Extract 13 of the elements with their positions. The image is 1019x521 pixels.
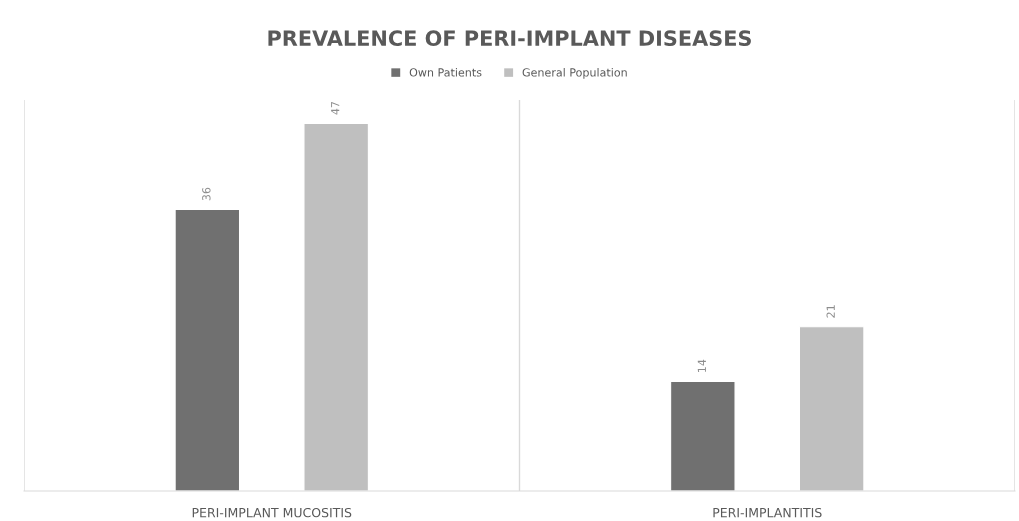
x-tick-label: PERI-IMPLANT MUCOSITIS xyxy=(192,507,352,518)
bar xyxy=(798,326,865,491)
data-label: 21 xyxy=(826,305,835,318)
bar xyxy=(670,380,736,491)
chart-title: PREVALENCE OF PERI-IMPLANT DISEASES xyxy=(268,30,751,47)
legend-label: Own Patients xyxy=(409,68,482,77)
data-label: 36 xyxy=(202,187,211,201)
data-label: 47 xyxy=(331,101,340,115)
bar xyxy=(174,208,241,491)
legend-label: General Population xyxy=(522,68,627,79)
x-tick-label: PERI-IMPLANTITIS xyxy=(713,507,822,518)
data-label: 14 xyxy=(697,359,706,372)
bar xyxy=(303,122,369,491)
